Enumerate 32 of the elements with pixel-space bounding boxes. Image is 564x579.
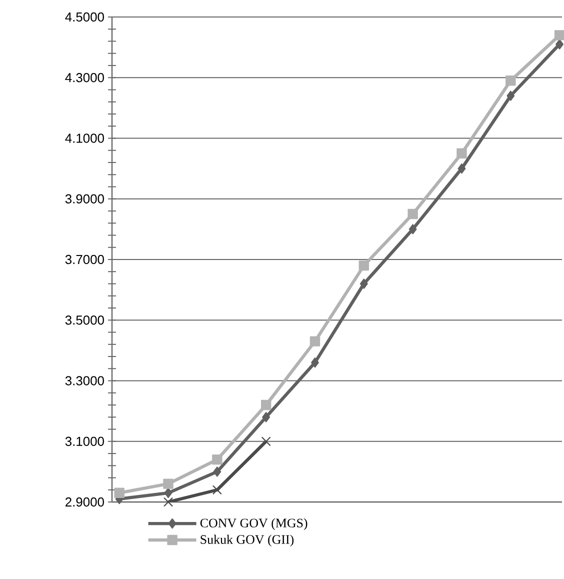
point [408,224,417,234]
y-tick-label: 3.7000 [65,254,104,264]
point [556,39,564,50]
point [212,454,222,465]
legend-label: CONV GOV (MGS) [200,518,308,530]
y-tick-label: 4.5000 [65,12,104,22]
point [311,357,319,368]
point [261,436,271,446]
point [213,466,222,477]
point [163,478,174,489]
point [260,400,272,410]
y-tick-label: 4.3000 [65,73,104,82]
point [506,76,516,86]
point [212,485,222,495]
point [506,90,515,101]
y-tick-label: 3.1000 [65,436,104,446]
point [408,208,418,220]
point [114,488,124,498]
y-tick-label: 4.1000 [65,134,104,143]
point [164,488,172,498]
point [360,278,368,289]
point [262,412,270,422]
point [456,148,467,158]
point [358,260,369,271]
y-tick-label: 3.3000 [65,376,104,386]
y-tick-label: 3.9000 [65,194,104,204]
y-tick-label: 3.5000 [65,316,104,325]
point [163,497,174,507]
point [458,163,466,174]
legend-label: Sukuk GOV (GII) [200,534,294,547]
point [310,336,320,346]
y-tick-label: 2.9000 [66,497,104,507]
